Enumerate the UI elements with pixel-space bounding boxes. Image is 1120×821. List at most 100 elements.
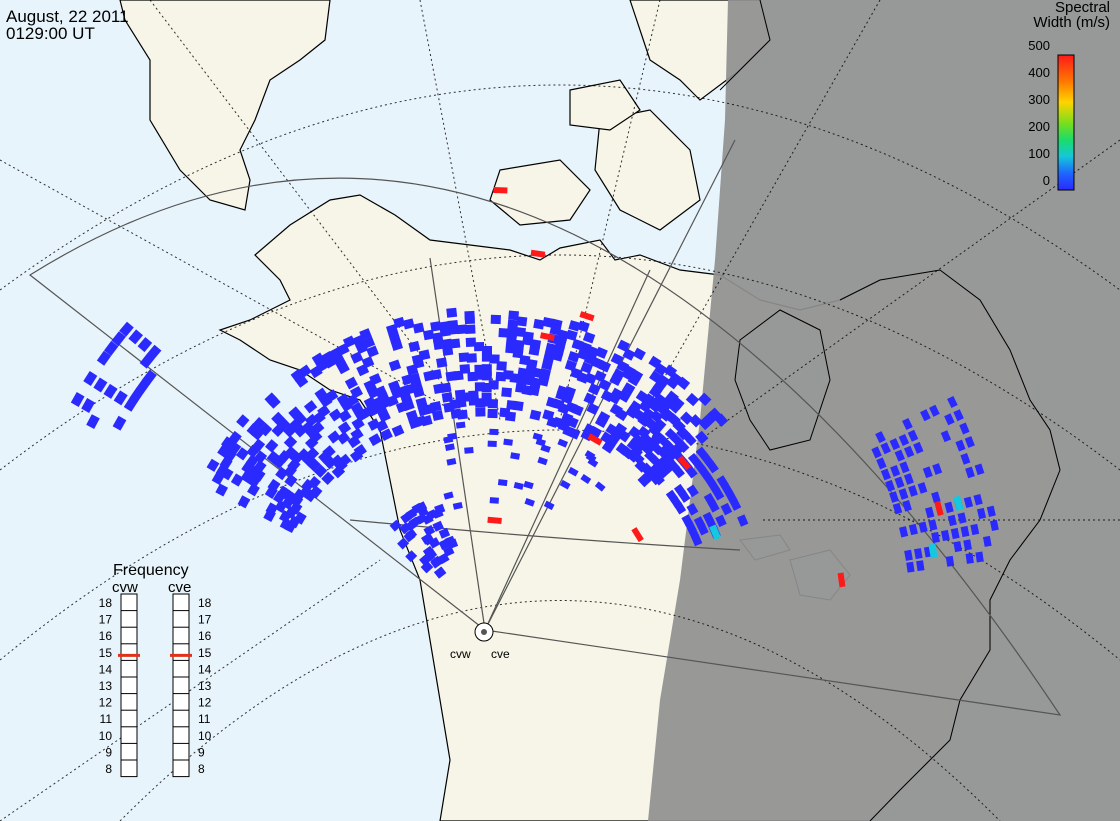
echo-cell (986, 505, 996, 517)
echo-cell (890, 464, 901, 477)
echo-cell (405, 508, 418, 520)
echo-cell (455, 421, 466, 429)
echo-cell (539, 332, 555, 341)
echo-cell (685, 392, 700, 407)
echo-cell (622, 382, 636, 396)
echo-cell (236, 414, 250, 428)
echo-cell (598, 360, 612, 373)
echo-cell (617, 429, 631, 443)
echo-cell (714, 413, 729, 427)
echo-cell (543, 500, 555, 511)
echo-layer (70, 187, 999, 588)
echo-cell (960, 525, 970, 538)
echo-cell (363, 396, 377, 409)
echo-cell (393, 316, 406, 329)
echo-cell (111, 331, 126, 347)
echo-cell (142, 369, 157, 385)
echo-cell (489, 428, 499, 436)
echo-cell (898, 434, 910, 446)
echo-cell (904, 549, 913, 561)
colorbar-gradient (1057, 54, 1075, 191)
lat-circle-1 (0, 84, 1120, 291)
echo-cell (293, 412, 308, 426)
echo-cell (489, 497, 500, 504)
echo-cell (557, 438, 569, 448)
fov-beam-cvw-edge (429, 257, 486, 631)
echo-cell (328, 408, 343, 422)
echo-cell (146, 344, 162, 360)
echo-cell (305, 447, 320, 461)
echo-cell (908, 523, 918, 536)
echo-cell (465, 324, 476, 335)
echo-cell (902, 500, 912, 512)
echo-cell (916, 560, 925, 572)
frequency-tick-label: 12 (198, 696, 212, 710)
echo-cell (676, 376, 691, 390)
echo-cell (928, 519, 938, 531)
echo-cell (490, 314, 501, 325)
echo-cell (947, 395, 958, 409)
echo-cell (698, 416, 712, 431)
frequency-tick-label: 16 (99, 629, 113, 643)
echo-cell (430, 369, 443, 380)
echo-cell (253, 450, 268, 464)
echo-cell (374, 385, 388, 398)
echo-cell (529, 339, 542, 350)
echo-cell (597, 411, 611, 424)
frequency-tick-label: 14 (99, 662, 113, 676)
echo-cell (567, 427, 581, 440)
frequency-tick-label: 8 (198, 762, 205, 776)
echo-cell (81, 398, 95, 413)
echo-cell (93, 377, 108, 393)
echo-cell (632, 439, 646, 453)
time-label: 0129:00 UT (6, 24, 95, 43)
echo-cell (567, 466, 579, 477)
echo-cell (686, 502, 699, 516)
meridian-8 (0, 559, 381, 821)
echo-cell (688, 414, 703, 428)
echo-cell (510, 452, 521, 460)
echo-cell (963, 539, 972, 551)
echo-cell (577, 320, 590, 333)
echo-cell (271, 411, 285, 426)
echo-cell (338, 409, 352, 423)
echo-cell (880, 442, 891, 455)
frequency-tick-label: 15 (198, 646, 212, 660)
echo-cell (459, 364, 471, 374)
echo-cell (464, 447, 474, 454)
echo-cell (293, 511, 307, 525)
echo-cell (215, 483, 229, 497)
echo-cell (337, 421, 352, 435)
echo-cell (970, 523, 980, 536)
echo-cell (403, 530, 416, 543)
echo-cell (894, 476, 905, 489)
echo-cell (481, 345, 493, 356)
echo-cell (337, 453, 352, 468)
echo-cell (571, 404, 584, 417)
frequency-tick-label: 17 (99, 613, 113, 627)
echo-cell (430, 555, 443, 568)
echo-cell (449, 338, 461, 349)
echo-cell (550, 318, 563, 330)
echo-cell (464, 310, 475, 321)
echo-cell (587, 433, 603, 446)
echo-cell (522, 331, 534, 342)
echo-cell (651, 442, 664, 456)
echo-cell (615, 408, 629, 422)
echo-cell (431, 410, 444, 421)
echo-cell (940, 430, 952, 443)
colorbar-ticks: 500 400 300 200 100 0 (1028, 38, 1050, 188)
echo-cell (530, 249, 546, 258)
echo-cell (440, 382, 452, 394)
echo-cell (456, 324, 468, 335)
date-label: August, 22 2011 (6, 7, 129, 26)
echo-cell (493, 187, 508, 194)
echo-cell (465, 337, 477, 348)
echo-cell (953, 409, 964, 422)
echo-cell (359, 328, 372, 341)
echo-cell (709, 524, 722, 541)
echo-cell (917, 482, 928, 494)
echo-cell (913, 548, 923, 560)
echo-cell (513, 339, 525, 350)
